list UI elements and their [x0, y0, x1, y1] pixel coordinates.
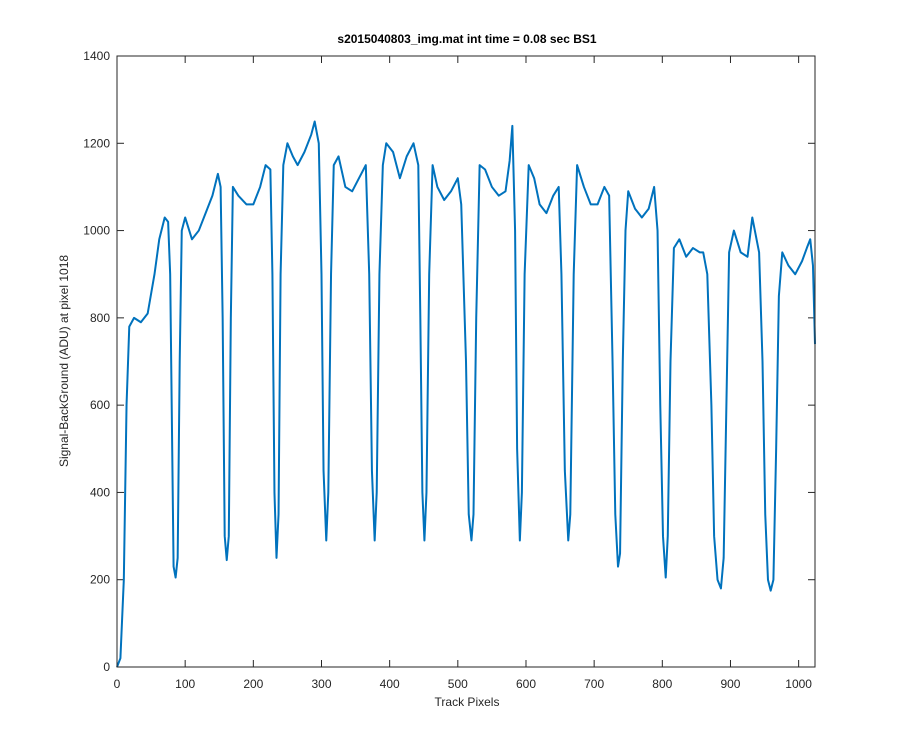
x-tick-label: 200: [243, 677, 263, 691]
x-tick-label: 900: [720, 677, 740, 691]
y-axis-label: Signal-BackGround (ADU) at pixel 1018: [57, 255, 71, 467]
y-tick-label: 1000: [83, 224, 110, 238]
x-tick-label: 800: [652, 677, 672, 691]
x-tick-label: 300: [311, 677, 331, 691]
y-tick-label: 600: [90, 398, 110, 412]
axes-box: [116, 55, 816, 668]
x-tick-label: 500: [448, 677, 468, 691]
x-tick-label: 1000: [785, 677, 812, 691]
x-tick-label: 700: [584, 677, 604, 691]
x-tick-label: 100: [175, 677, 195, 691]
x-tick-label: 600: [516, 677, 536, 691]
y-tick-label: 800: [90, 311, 110, 325]
x-tick-label: 0: [114, 677, 121, 691]
data-line: [116, 120, 816, 668]
y-tick-label: 400: [90, 485, 110, 499]
y-tick-label: 200: [90, 573, 110, 587]
chart-title: s2015040803_img.mat int time = 0.08 sec …: [337, 32, 596, 46]
x-tick-label: 400: [380, 677, 400, 691]
y-tick-label: 1400: [83, 49, 110, 63]
x-axis-label: Track Pixels: [435, 695, 500, 709]
y-tick-label: 0: [103, 660, 110, 674]
y-tick-label: 1200: [83, 136, 110, 150]
